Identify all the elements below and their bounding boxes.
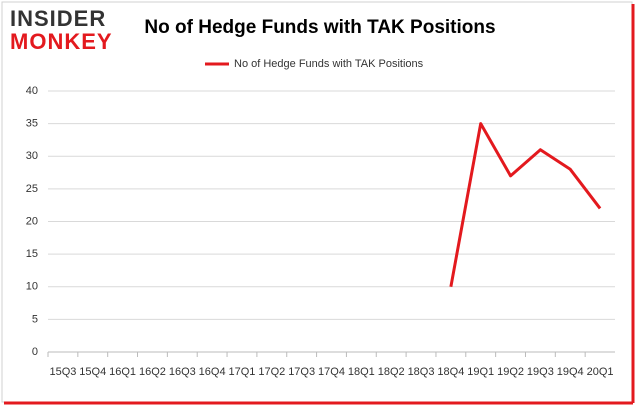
x-tick-label: 19Q2	[497, 366, 524, 378]
x-tick-label: 19Q3	[527, 366, 554, 378]
data-line	[449, 122, 602, 288]
y-tick-label: 5	[32, 313, 38, 325]
x-tick-label: 16Q4	[199, 366, 226, 378]
frame	[1, 1, 633, 403]
y-tick-label: 0	[32, 346, 38, 358]
x-tick-label: 16Q3	[169, 366, 196, 378]
x-tick-label: 17Q1	[229, 366, 256, 378]
y-tick-label: 20	[26, 215, 38, 227]
logo-text: MONKEY	[10, 29, 113, 54]
x-tick-label: 19Q1	[467, 366, 494, 378]
logo-text: INSIDER	[10, 6, 106, 31]
x-tick-label: 16Q1	[109, 366, 136, 378]
x-tick-label: 15Q3	[49, 366, 76, 378]
x-tick-label: 18Q4	[437, 366, 464, 378]
y-tick-label: 10	[26, 281, 38, 293]
x-tick-label: 19Q4	[557, 366, 584, 378]
y-tick-label: 25	[26, 183, 38, 195]
x-tick-label: 18Q2	[378, 366, 405, 378]
chart-title: No of Hedge Funds with TAK Positions	[144, 17, 495, 38]
x-tick-label: 15Q4	[79, 366, 106, 378]
x-tick-label: 17Q2	[258, 366, 285, 378]
y-tick-label: 35	[26, 118, 38, 130]
y-tick-label: 30	[26, 150, 38, 162]
x-tick-label: 18Q1	[348, 366, 375, 378]
legend-label: No of Hedge Funds with TAK Positions	[234, 58, 424, 70]
x-tick-label: 17Q3	[288, 366, 315, 378]
y-tick-label: 15	[26, 248, 38, 260]
x-tick-label: 18Q3	[408, 366, 435, 378]
x-tick-label: 16Q2	[139, 366, 166, 378]
x-tick-label: 17Q4	[318, 366, 345, 378]
y-tick-label: 40	[26, 85, 38, 97]
x-tick-label: 20Q1	[587, 366, 614, 378]
